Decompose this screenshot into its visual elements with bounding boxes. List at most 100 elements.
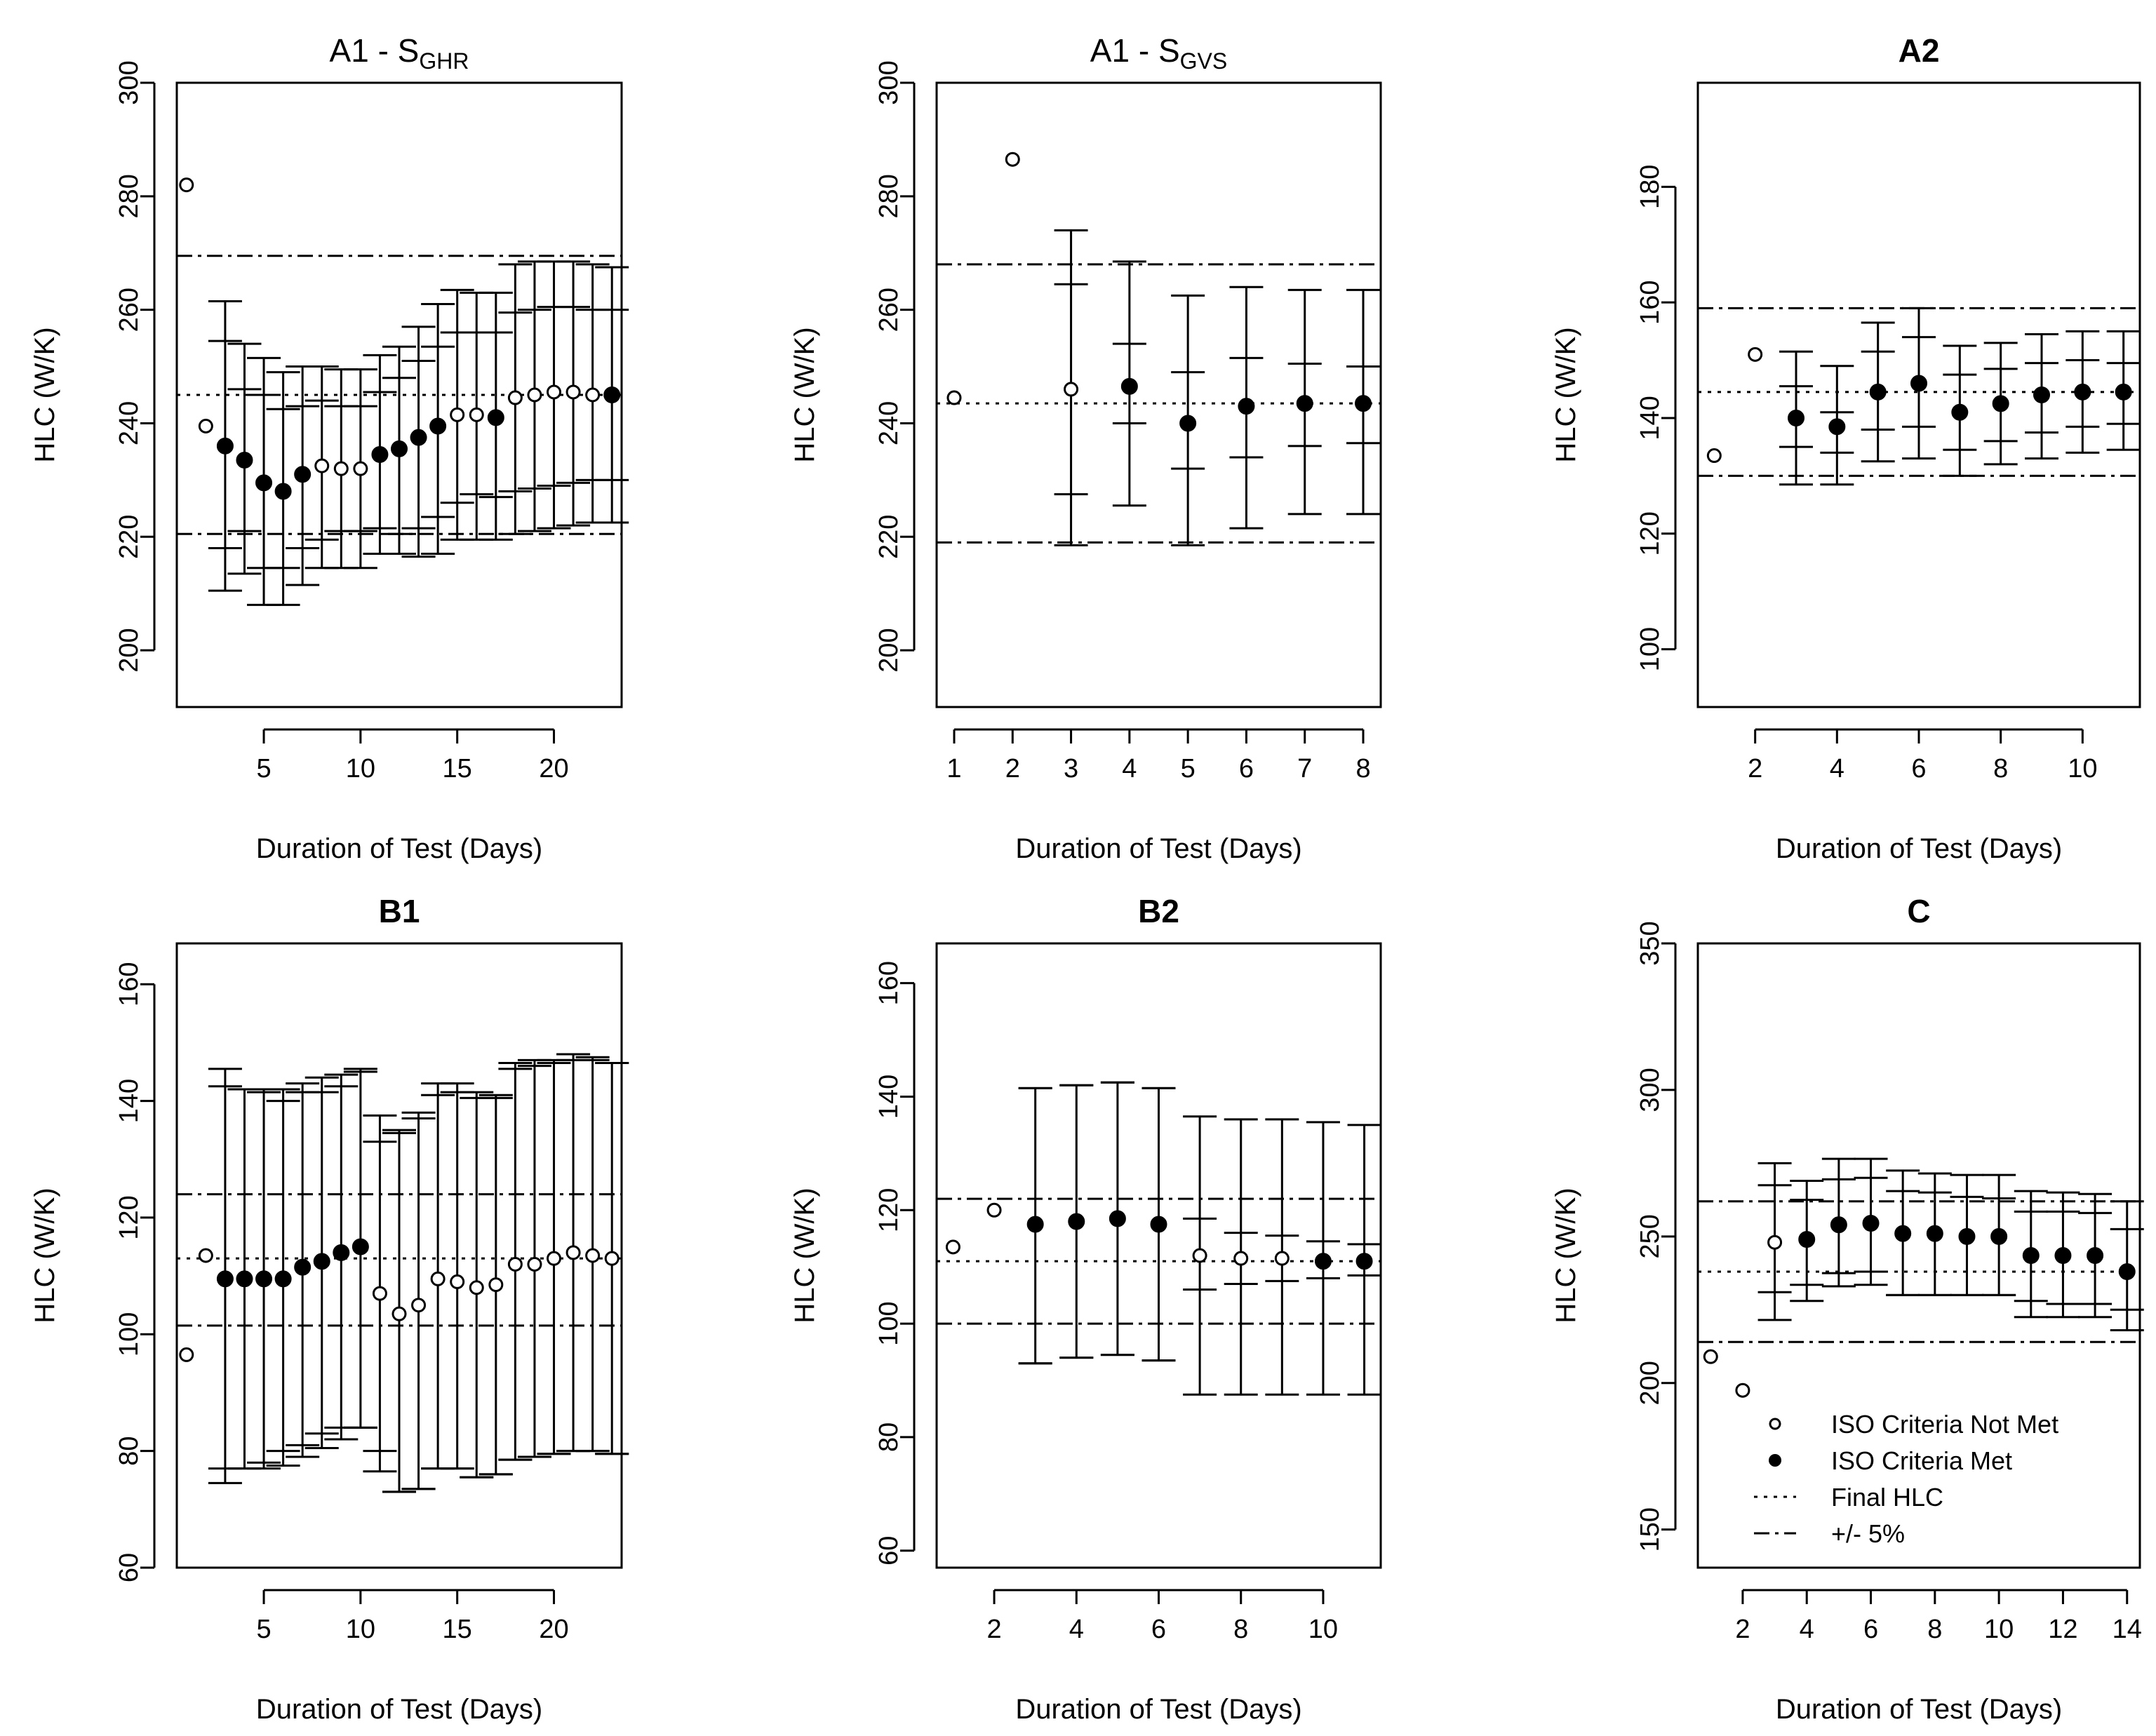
criteria-met-point	[255, 1270, 273, 1288]
criteria-met-point	[1179, 415, 1197, 432]
chart-panel-1: A1 - SGHR 5 10 15 20 200 220 240 260 280 300 Durati…	[29, 32, 629, 864]
x-tick-label: 15	[443, 1615, 472, 1644]
criteria-not-met-point	[946, 390, 962, 405]
y-axis-label: HLC (W/K)	[29, 1187, 60, 1323]
criteria-met-point	[1314, 1253, 1332, 1270]
y-tick-label: 350	[1635, 921, 1665, 965]
legend-label: ISO Criteria Met	[1831, 1446, 2012, 1475]
criteria-not-met-point	[565, 384, 581, 400]
criteria-not-met-point	[411, 1298, 427, 1313]
y-tick-label: 260	[114, 288, 144, 332]
chart-panel-6: C 2 4 6 8 10 12 14 150 200 250 300 350 Duration of Te…	[1551, 893, 2144, 1725]
y-tick-label: 120	[1635, 511, 1665, 556]
criteria-not-met-point	[1767, 1234, 1783, 1250]
criteria-not-met-point	[450, 1274, 465, 1289]
chart-title: A1 - SGHR	[330, 32, 469, 74]
plot-frame	[935, 942, 1382, 1569]
plot-frame	[935, 81, 1382, 708]
y-tick-label: 260	[874, 288, 904, 332]
criteria-not-met-point	[198, 419, 213, 433]
x-tick-label: 5	[256, 1615, 271, 1644]
criteria-met-point	[1355, 395, 1372, 412]
y-tick-label: 220	[874, 515, 904, 559]
criteria-not-met-point	[450, 407, 465, 422]
y-axis-label: HLC (W/K)	[789, 327, 820, 462]
criteria-met-point	[371, 445, 389, 463]
criteria-met-point	[603, 386, 621, 403]
criteria-not-met-point	[1064, 382, 1079, 397]
criteria-met-point	[255, 474, 273, 492]
criteria-met-point	[1992, 395, 2009, 412]
y-tick-label: 80	[114, 1436, 144, 1466]
chart-panel-3: A2 2 4 6 8 10 100 120 140 160 180 Duration of Test …	[1551, 32, 2141, 864]
criteria-met-point	[274, 483, 292, 500]
y-tick-label: 300	[114, 60, 144, 105]
criteria-not-met-point	[372, 1286, 387, 1301]
legend-label: ISO Criteria Not Met	[1831, 1410, 2058, 1439]
x-tick-label: 8	[1355, 754, 1370, 783]
y-tick-label: 160	[1635, 280, 1665, 324]
y-tick-label: 80	[874, 1422, 904, 1452]
x-tick-label: 2	[986, 1615, 1001, 1644]
criteria-met-point	[1910, 375, 1927, 392]
chart-title-main: A1 - S	[1090, 32, 1180, 69]
criteria-met-point	[2022, 1247, 2040, 1264]
x-tick-label: 4	[1830, 754, 1844, 783]
criteria-not-met-point	[604, 1251, 620, 1266]
y-tick-label: 300	[874, 60, 904, 105]
criteria-met-point	[1828, 418, 1846, 436]
criteria-met-point	[2115, 383, 2132, 401]
criteria-met-point	[2074, 383, 2091, 401]
x-tick-label: 3	[1064, 754, 1078, 783]
chart-title: B1	[379, 893, 420, 929]
y-tick-label: 200	[114, 628, 144, 672]
criteria-not-met-point	[527, 1256, 542, 1272]
criteria-not-met-point	[1274, 1251, 1290, 1266]
chart-title-main: A1 - S	[330, 32, 420, 69]
x-axis-label: Duration of Test (Days)	[1776, 833, 2062, 864]
criteria-met-point	[1830, 1216, 1847, 1234]
criteria-not-met-point	[333, 461, 349, 476]
criteria-not-met-point	[353, 461, 368, 476]
criteria-met-point	[2054, 1247, 2072, 1264]
x-tick-label: 6	[1239, 754, 1254, 783]
x-axis-label: Duration of Test (Days)	[256, 833, 542, 864]
criteria-not-met-point	[1706, 448, 1722, 464]
x-tick-label: 5	[256, 754, 271, 783]
criteria-met-point	[391, 440, 408, 457]
x-tick-label: 14	[2113, 1615, 2142, 1644]
criteria-met-point	[487, 409, 504, 426]
y-tick-label: 240	[114, 401, 144, 445]
plot-frame	[1696, 942, 2141, 1569]
x-tick-label: 12	[2048, 1615, 2077, 1644]
criteria-met-point	[1150, 1216, 1167, 1233]
criteria-not-met-point	[565, 1245, 581, 1260]
chart-panel-2: A1 - SGVS 1 2 3 4 5 6 7 8 200 220 240 260 280 300 Durat…	[789, 32, 1382, 864]
criteria-met-point	[1869, 383, 1887, 401]
y-tick-label: 60	[114, 1553, 144, 1582]
criteria-met-point	[1990, 1227, 2008, 1245]
criteria-not-met-point	[391, 1306, 407, 1321]
y-tick-label: 300	[1635, 1068, 1665, 1112]
criteria-not-met-point	[585, 387, 601, 403]
legend-open-circle-icon	[1769, 1418, 1781, 1430]
x-tick-label: 7	[1297, 754, 1312, 783]
legend: ISO Criteria Not Met ISO Criteria Met Fina…	[1754, 1410, 2058, 1548]
chart-title-main: B2	[1138, 893, 1179, 929]
x-axis-label: Duration of Test (Days)	[1015, 833, 1301, 864]
y-tick-label: 150	[1635, 1507, 1665, 1552]
chart-title-subscript: GVS	[1180, 48, 1228, 74]
chart-title-main: B1	[379, 893, 420, 929]
criteria-met-point	[1926, 1225, 1943, 1242]
criteria-not-met-point	[986, 1202, 1002, 1218]
criteria-met-point	[410, 429, 427, 446]
criteria-met-point	[1238, 398, 1255, 415]
chart-panel-4: B1 5 10 15 20 60 80 100 120 140 160 Duration of Tes…	[29, 893, 629, 1725]
x-axis-label: Duration of Test (Days)	[1015, 1694, 1301, 1725]
x-tick-label: 6	[1863, 1615, 1878, 1644]
x-tick-label: 10	[1984, 1615, 2014, 1644]
criteria-met-point	[1788, 409, 1805, 426]
y-tick-label: 140	[1635, 396, 1665, 440]
x-tick-label: 1	[946, 754, 961, 783]
criteria-met-point	[274, 1270, 292, 1288]
